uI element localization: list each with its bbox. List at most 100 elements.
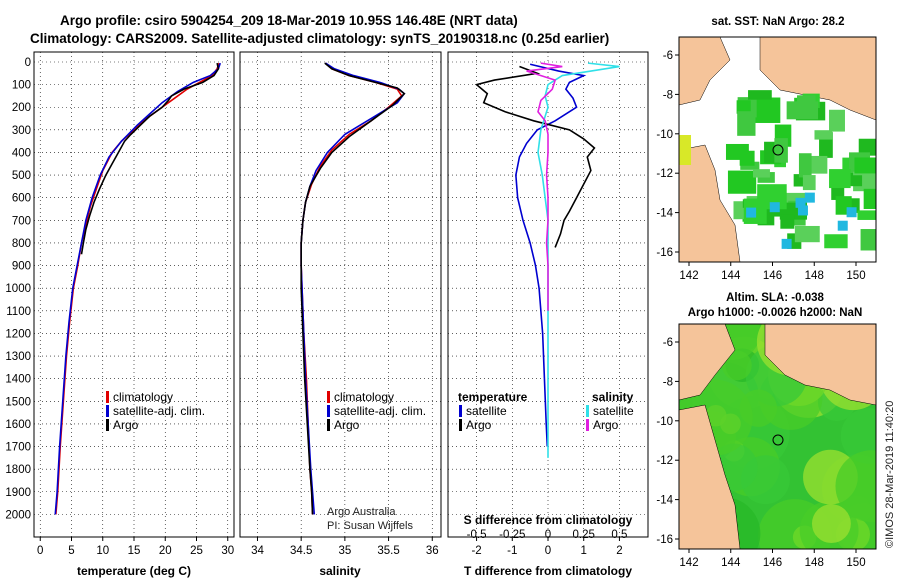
sst-cell-cool	[846, 207, 857, 218]
s-diff-tick-label: -0.25	[499, 529, 525, 541]
temperature-panel: 0 5 10 15 20 25 300100200300400500600700800900…	[5, 51, 235, 578]
legend-s-argo: Argo	[593, 418, 619, 432]
x-tick-label: 20	[159, 545, 172, 557]
sla-map-title-2: Argo h1000: -0.0026 h2000: NaN	[688, 307, 863, 319]
depth-tick-label: 1800	[5, 464, 31, 476]
depth-tick-label: 1400	[5, 374, 31, 386]
map-x-tick-label: 144	[721, 557, 741, 569]
legend-argo: Argo	[113, 418, 139, 432]
sst-cell	[850, 175, 863, 187]
sst-cell	[780, 214, 795, 229]
sst-argo-position	[772, 144, 784, 156]
map-y-tick-label: -8	[663, 89, 673, 101]
legend-argo: Argo	[334, 418, 360, 432]
legend-satellite-swatch	[327, 405, 330, 417]
depth-tick-label: 1700	[5, 442, 31, 454]
depth-tick-label: 1200	[5, 328, 31, 340]
sst-land-png	[679, 37, 731, 106]
series-line-argo	[80, 62, 220, 255]
sst-cell-cool	[795, 197, 806, 208]
legend-climatology: climatology	[113, 390, 173, 404]
depth-tick-label: 500	[12, 170, 31, 182]
sst-cell-cool	[797, 205, 808, 216]
x-tick-label: 5	[68, 545, 74, 557]
legend-t-satellite-swatch	[459, 405, 462, 417]
sst-cell	[829, 109, 845, 132]
depth-tick-label: 400	[12, 147, 31, 159]
difference-xlabel: T difference from climatology	[464, 564, 632, 578]
sst-cell	[739, 150, 755, 166]
depth-tick-label: 300	[12, 125, 31, 137]
sla-cell	[840, 407, 876, 464]
sst-cell	[860, 229, 876, 251]
depth-tick-label: 900	[12, 261, 31, 273]
map-y-tick-label: -10	[656, 416, 673, 428]
sst-cell-cool	[746, 207, 757, 218]
map-y-tick-label: -10	[656, 129, 673, 141]
depth-tick-label: 1300	[5, 351, 31, 363]
depth-tick-label: 1600	[5, 419, 31, 431]
sst-cell	[863, 188, 876, 210]
series-line-satellite	[54, 62, 222, 515]
sst-cell	[809, 155, 828, 174]
sla-cell	[811, 504, 851, 544]
sst-cell	[797, 95, 816, 107]
legend-s-satellite: satellite	[593, 404, 634, 418]
map-y-tick-label: -14	[656, 208, 673, 220]
sla-map-title-1: Altim. SLA: -0.038	[726, 292, 824, 304]
map-x-tick-label: 148	[805, 557, 824, 569]
x-tick-label: 10	[96, 545, 109, 557]
x-tick-label: 0	[545, 545, 551, 557]
sst-cell	[748, 90, 772, 100]
sst-cell-cool	[837, 220, 848, 231]
legend-climatology-swatch	[106, 391, 109, 403]
sla-land-png	[679, 324, 736, 401]
map-y-tick-label: -12	[656, 455, 673, 467]
sst-cell	[802, 175, 816, 191]
s-diff-tick-label: -0.5	[467, 529, 487, 541]
sst-land-cape-york	[679, 144, 741, 262]
sla-land-png-east	[764, 324, 876, 406]
sst-cell	[794, 225, 820, 243]
temperature-legend: climatology satellite-adj. clim. Argo	[106, 390, 205, 432]
map-x-tick-label: 144	[721, 270, 741, 282]
map-y-tick-label: -16	[656, 534, 673, 546]
sst-cell	[857, 210, 876, 220]
sst-cell-cool	[769, 202, 780, 213]
map-y-tick-label: -6	[663, 337, 673, 349]
sst-cell	[737, 111, 756, 136]
series-line-t-argo	[474, 65, 596, 248]
x-tick-label: 15	[128, 545, 141, 557]
legend-s-argo-swatch	[586, 419, 589, 431]
legend-satellite-swatch	[106, 405, 109, 417]
series-line-s-satellite	[537, 62, 620, 458]
depth-tick-label: 2000	[5, 509, 31, 521]
title-line-2: Climatology: CARS2009. Satellite-adjuste…	[30, 31, 609, 46]
series-line-t-satellite	[515, 63, 587, 447]
sst-cell	[774, 138, 788, 163]
difference-legend: temperature satellite Argo salinity sate…	[458, 390, 634, 432]
legend-t-argo-swatch	[459, 419, 462, 431]
map-y-tick-label: -8	[663, 376, 673, 388]
salinity-xlabel: salinity	[319, 564, 361, 578]
sst-cell	[736, 100, 751, 114]
watermark: ©IMOS 28-Mar-2019 11:40:20	[884, 401, 896, 548]
depth-tick-label: 800	[12, 238, 31, 250]
sst-cell	[829, 169, 851, 189]
depth-tick-label: 100	[12, 80, 31, 92]
sla-argo-position	[772, 434, 784, 446]
legend-satellite: satellite-adj. clim.	[334, 404, 426, 418]
depth-tick-label: 600	[12, 193, 31, 205]
sla-land-cape-york	[679, 404, 741, 549]
map-y-tick-label: -12	[656, 168, 673, 180]
x-tick-label: 34	[251, 545, 264, 557]
legend-argo-swatch	[106, 419, 109, 431]
sst-cell	[727, 170, 757, 194]
depth-tick-label: 1100	[6, 306, 31, 318]
x-tick-label: 35	[338, 545, 351, 557]
x-tick-label: -2	[471, 545, 481, 557]
salinity-panel: 34 34.5 35 35.5 36 salinity climatology sate…	[239, 51, 442, 578]
sla-map-frame	[678, 323, 877, 550]
legend-s-satellite-swatch	[586, 405, 589, 417]
salinity-axes	[239, 51, 442, 538]
